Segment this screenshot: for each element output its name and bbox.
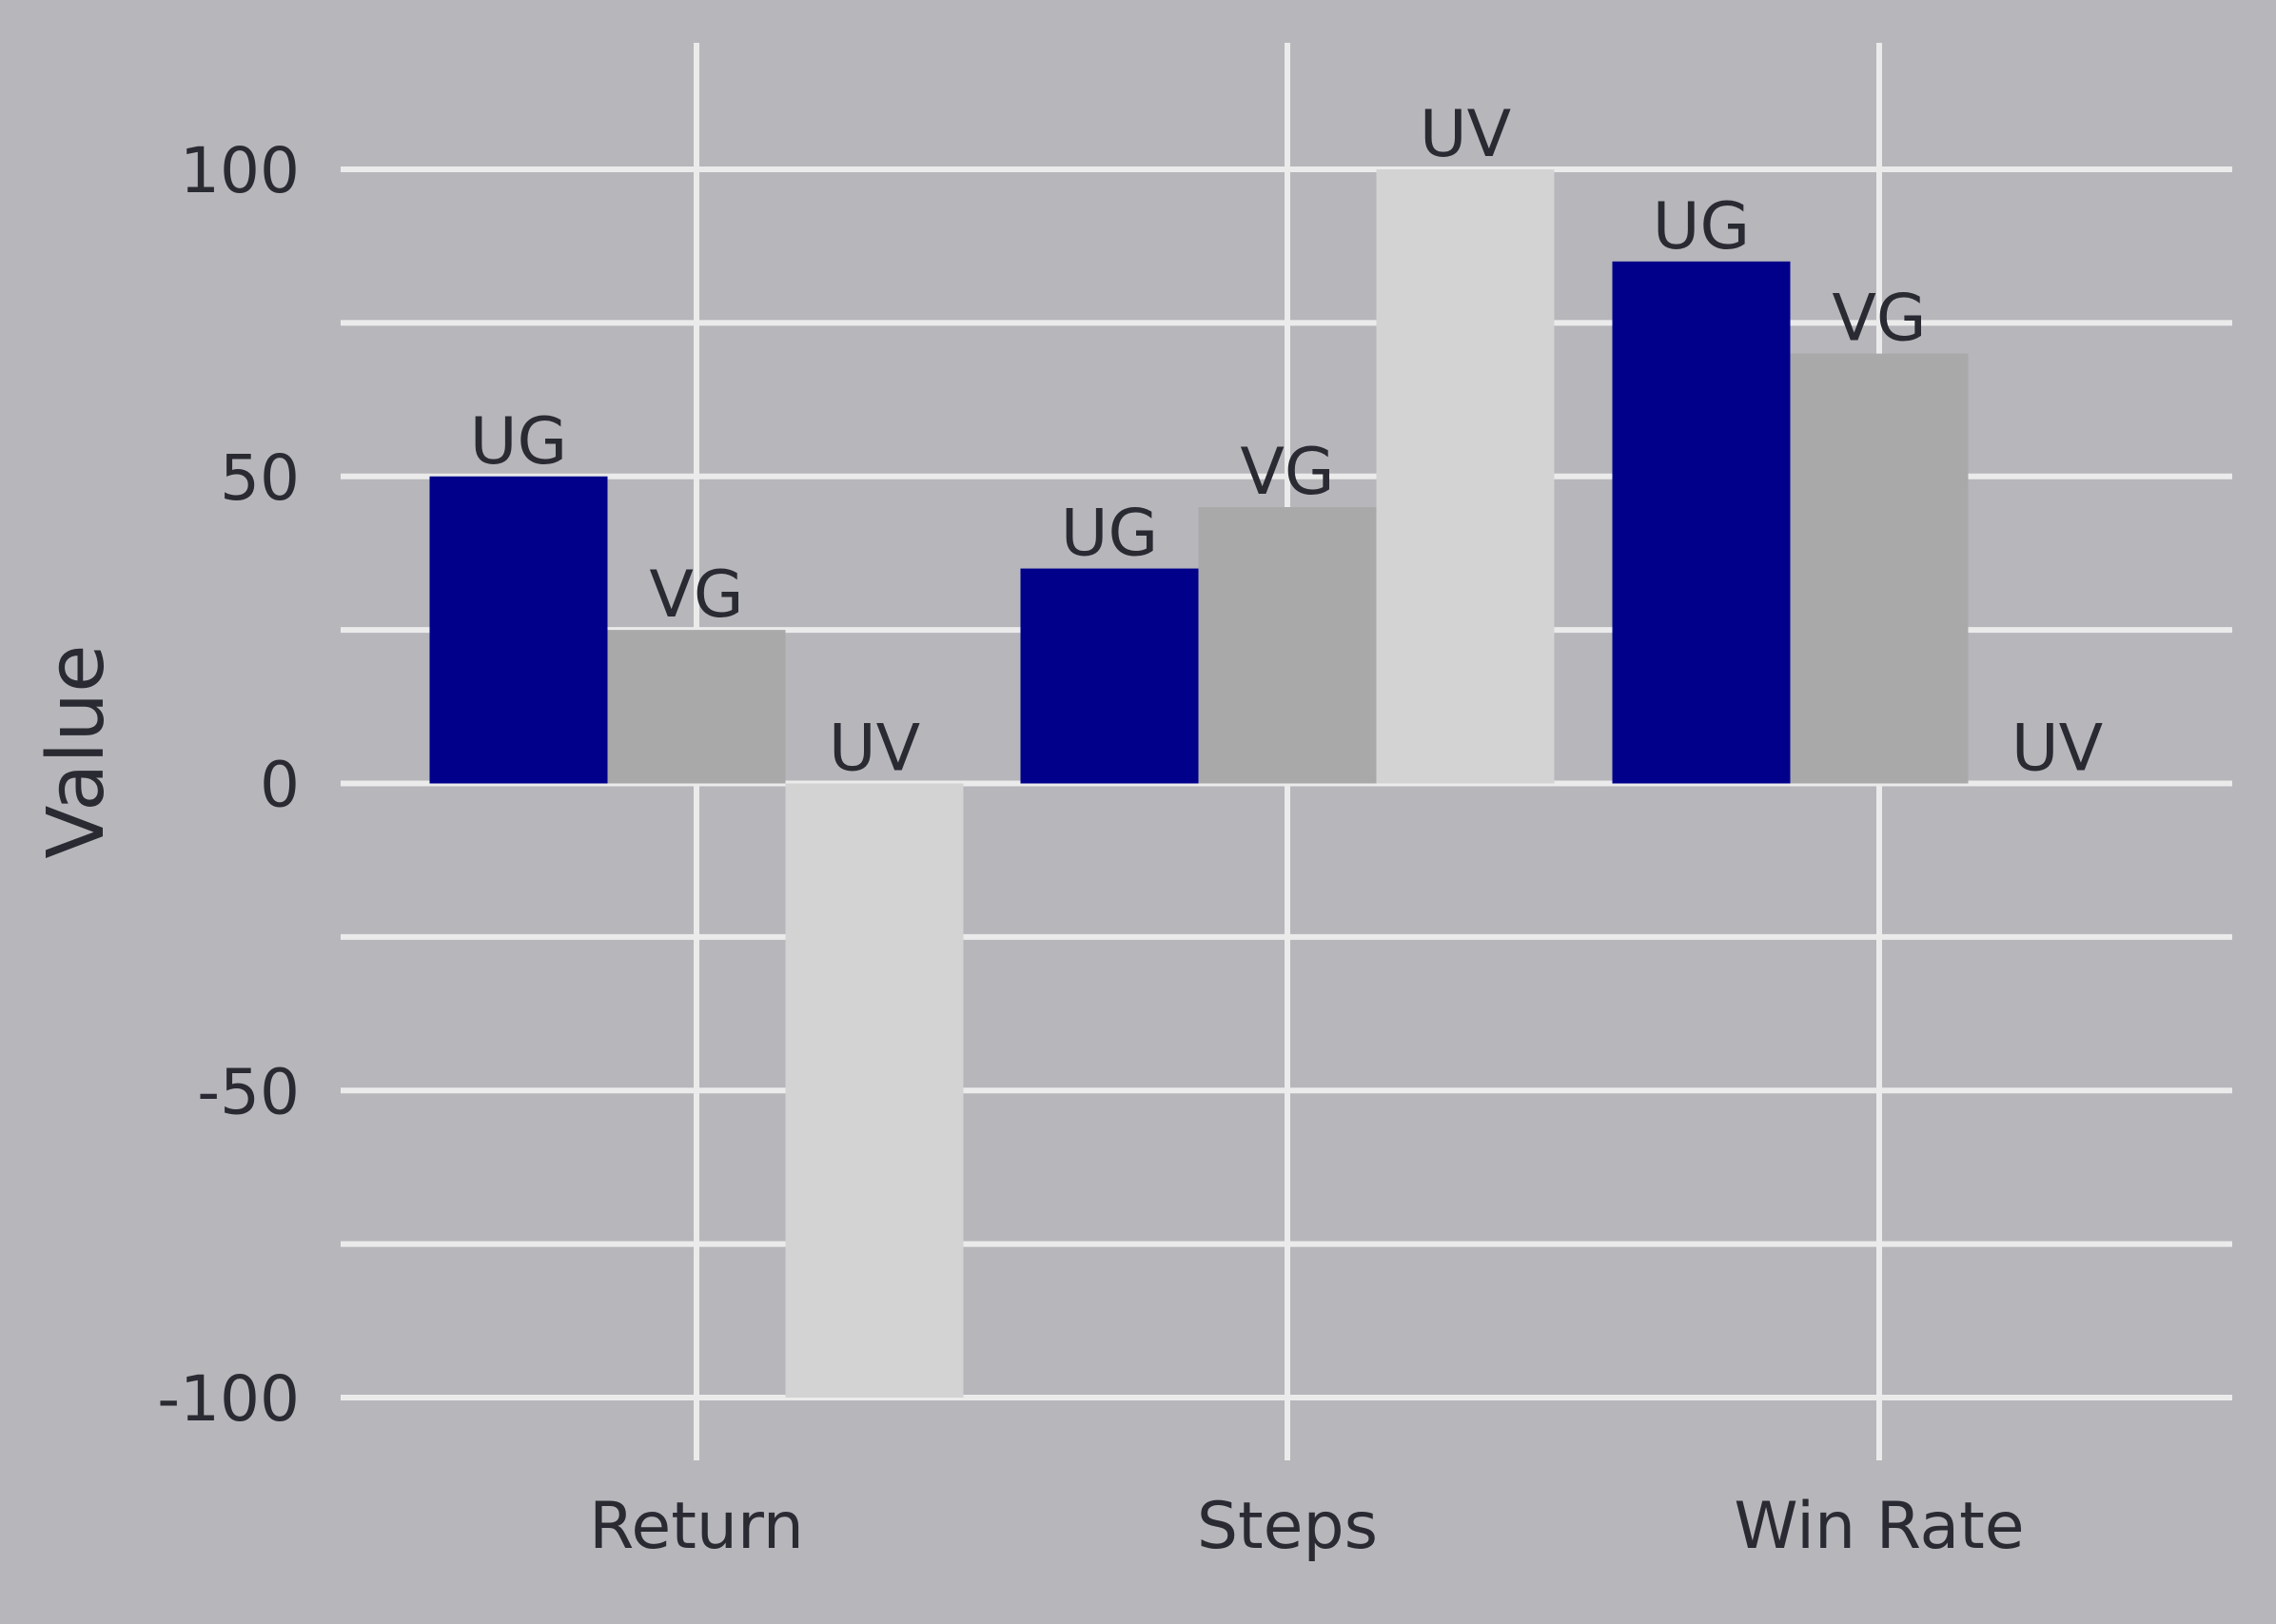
bar-label: UV bbox=[1420, 97, 1511, 172]
bar-label: VG bbox=[1832, 282, 1926, 357]
bar-label: UG bbox=[1653, 189, 1750, 264]
y-tick-label: 50 bbox=[220, 441, 300, 515]
bar-uv-return bbox=[786, 784, 964, 1399]
x-tick-label: Win Rate bbox=[1734, 1489, 2024, 1564]
bar-vg-return bbox=[608, 630, 786, 783]
x-tick-label: Return bbox=[589, 1489, 804, 1564]
bar-label: VG bbox=[649, 558, 743, 633]
y-tick-label: -100 bbox=[157, 1362, 300, 1436]
bar-label: VG bbox=[1240, 435, 1334, 510]
bar-label: UG bbox=[1061, 497, 1158, 572]
bar-label: UG bbox=[470, 404, 567, 479]
bar-label: UV bbox=[2011, 712, 2103, 787]
bar-vg-steps bbox=[1199, 507, 1377, 783]
y-tick-label: 100 bbox=[180, 134, 300, 207]
y-tick-label: -50 bbox=[197, 1055, 300, 1128]
bar-uv-steps bbox=[1377, 169, 1555, 784]
y-axis-label: Value bbox=[31, 644, 122, 858]
y-tick-label: 0 bbox=[260, 749, 300, 822]
bar-label: UV bbox=[829, 712, 920, 787]
bar-ug-return bbox=[430, 477, 608, 784]
bar-ug-steps bbox=[1021, 569, 1199, 784]
bar-vg-win-rate bbox=[1791, 354, 1969, 784]
x-tick-label: Steps bbox=[1197, 1489, 1378, 1564]
bar-ug-win-rate bbox=[1613, 262, 1791, 784]
